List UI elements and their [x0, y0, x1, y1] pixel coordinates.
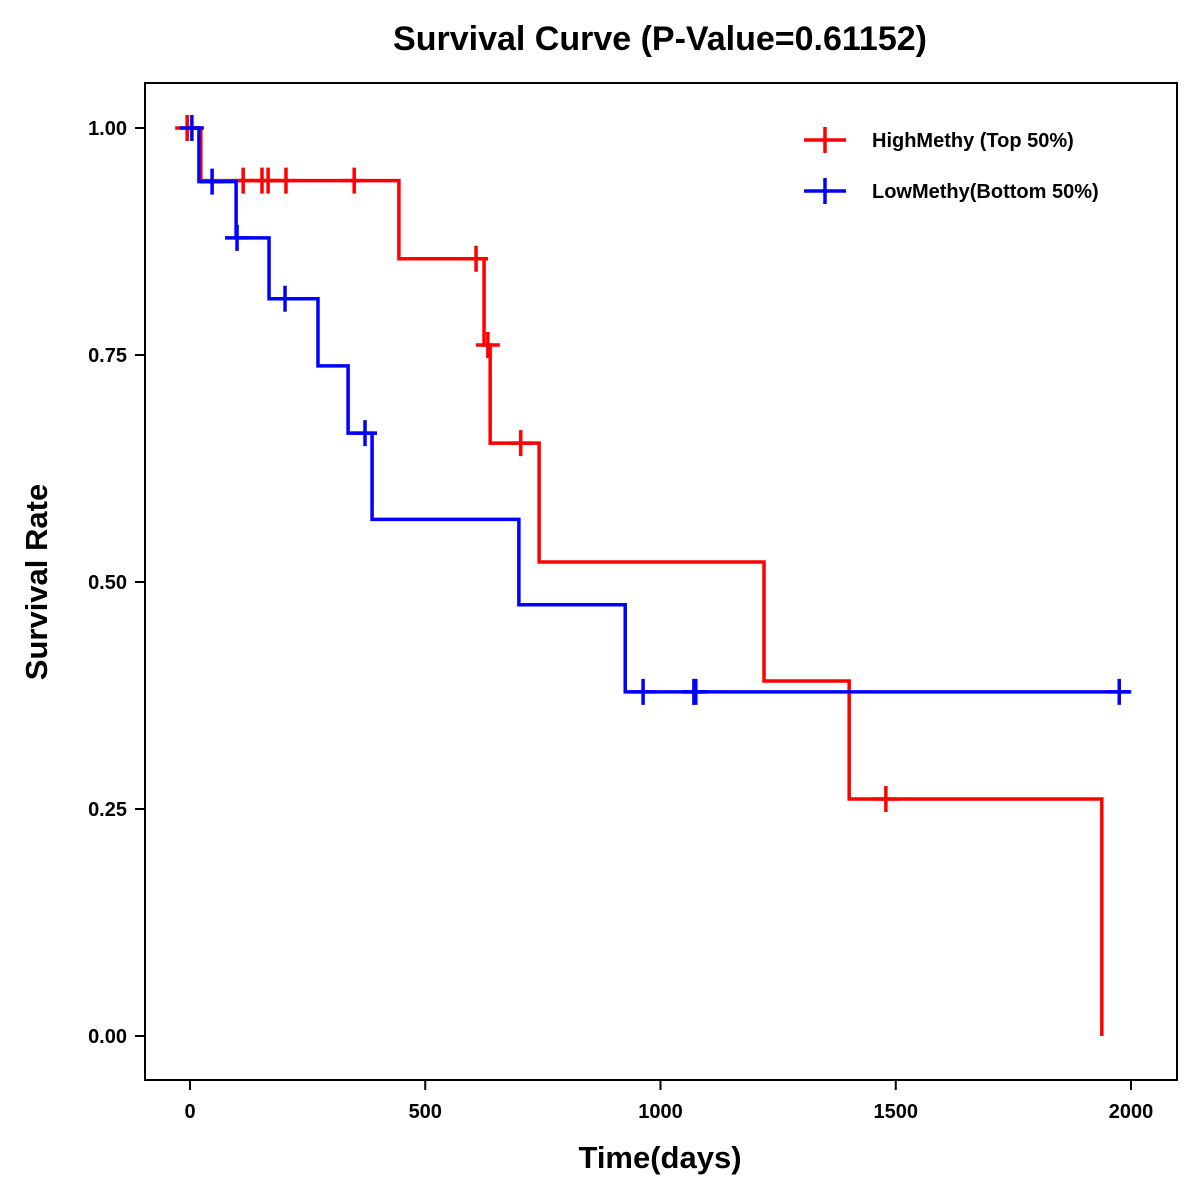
- censor-mark: [464, 245, 489, 272]
- censor-mark: [631, 678, 656, 705]
- y-tick-label: 1.00: [88, 118, 127, 140]
- y-tick-label: 0.50: [88, 572, 127, 594]
- plot-area: [144, 82, 1178, 1081]
- x-tick-label: 500: [409, 1101, 442, 1123]
- survival-curve-0: [190, 126, 1104, 1036]
- x-tick-label: 0: [184, 1101, 195, 1123]
- censor-mark: [342, 167, 367, 194]
- survival-curve-1: [190, 126, 1131, 694]
- legend: HighMethy (Top 50%) LowMethy(Bottom 50%): [804, 127, 1099, 204]
- censor-mark: [273, 167, 298, 194]
- censor-mark: [225, 224, 250, 251]
- censor-mark: [273, 285, 298, 312]
- x-tick-label: 1000: [638, 1101, 683, 1123]
- legend-key-0: [804, 127, 846, 153]
- censor-mark: [508, 430, 533, 457]
- censor-mark: [1107, 678, 1132, 705]
- y-tick-label: 0.25: [88, 799, 127, 821]
- censor-mark: [873, 786, 898, 813]
- legend-label: HighMethy (Top 50%): [872, 130, 1074, 152]
- censor-mark: [200, 168, 225, 195]
- y-tick-label: 0.75: [88, 345, 127, 367]
- legend-label: LowMethy(Bottom 50%): [872, 181, 1099, 203]
- y-tick-label: 0.00: [88, 1026, 127, 1048]
- chart-title: Survival Curve (P-Value=0.61152): [393, 20, 927, 58]
- x-tick-label: 2000: [1109, 1101, 1154, 1123]
- censor-mark: [683, 678, 708, 705]
- censor-mark: [179, 115, 204, 141]
- legend-key-1: [804, 178, 846, 204]
- censor-mark: [475, 332, 500, 359]
- censor-mark: [353, 420, 378, 447]
- y-axis-label: Survival Rate: [19, 484, 54, 680]
- x-axis-label: Time(days): [578, 1140, 741, 1175]
- x-tick-label: 1500: [874, 1101, 919, 1123]
